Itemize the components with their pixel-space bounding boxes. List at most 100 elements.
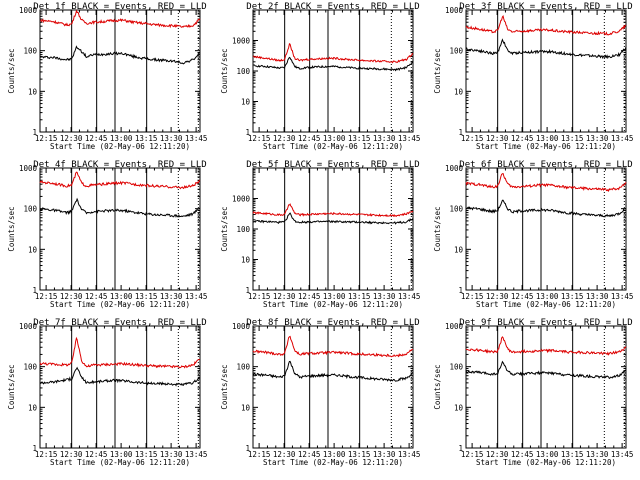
x-axis-label: Start Time (02-May-06 12:11:20) (50, 142, 190, 151)
x-axis-label: Start Time (02-May-06 12:11:20) (476, 458, 616, 467)
panel-det-1: Det 1f BLACK = Events, RED = LLD 1 10 100 10… (7, 2, 207, 151)
y-tick-label: 100 (449, 363, 463, 372)
y-tick-label: 1 (32, 444, 37, 453)
y-axis-label: Counts/sec (7, 48, 16, 93)
y-tick-label: 1 (458, 286, 463, 295)
lld-series-line (465, 173, 627, 193)
events-series-line (252, 360, 414, 382)
x-tick-label: 12:15 (248, 292, 271, 301)
y-tick-label: 100 (449, 205, 463, 214)
x-tick-label: 13:30 (373, 134, 396, 143)
x-tick-label: 13:30 (586, 292, 609, 301)
plot-frame (39, 167, 201, 291)
y-tick-label: 100 (236, 225, 250, 234)
x-tick-label: 13:15 (348, 450, 371, 459)
y-tick-label: 1000 (19, 6, 38, 15)
x-tick-label: 12:30 (273, 450, 296, 459)
x-tick-label: 13:45 (398, 292, 421, 301)
x-tick-label: 12:30 (60, 292, 83, 301)
x-tick-label: 13:00 (110, 134, 133, 143)
x-tick-label: 13:45 (611, 292, 634, 301)
panel-title: Det 6f BLACK = Events, RED = LLD (459, 160, 632, 170)
events-series-line (39, 45, 201, 65)
y-tick-label: 100 (23, 47, 37, 56)
y-tick-label: 1000 (232, 37, 251, 46)
events-series-line (465, 38, 627, 60)
x-tick-label: 13:00 (536, 450, 559, 459)
lld-series-line (252, 335, 414, 358)
y-axis-label: Counts/sec (433, 364, 442, 409)
x-tick-label: 13:00 (323, 134, 346, 143)
x-tick-label: 13:15 (561, 134, 584, 143)
x-axis-label: Start Time (02-May-06 12:11:20) (263, 300, 403, 309)
events-series-line (252, 212, 414, 225)
x-tick-label: 12:15 (461, 134, 484, 143)
x-tick-label: 12:30 (486, 450, 509, 459)
lld-series-line (252, 203, 414, 218)
panel-det-7: Det 7f BLACK = Events, RED = LLD 1 10 100 10… (7, 318, 207, 467)
x-tick-label: 12:45 (511, 450, 534, 459)
x-axis-label: Start Time (02-May-06 12:11:20) (476, 300, 616, 309)
plot-frame (252, 325, 414, 449)
plot-frame (465, 9, 627, 133)
x-tick-label: 13:00 (110, 292, 133, 301)
x-tick-label: 13:30 (373, 292, 396, 301)
lld-series-line (39, 9, 201, 29)
y-tick-label: 1000 (445, 322, 464, 331)
x-tick-label: 13:15 (348, 134, 371, 143)
y-axis-label: Counts/sec (220, 48, 229, 93)
x-tick-label: 13:15 (135, 450, 158, 459)
y-tick-label: 100 (236, 363, 250, 372)
x-tick-label: 12:45 (511, 134, 534, 143)
plot-frame (252, 167, 414, 291)
x-tick-label: 12:15 (248, 450, 271, 459)
y-tick-label: 1000 (232, 322, 251, 331)
y-tick-label: 100 (236, 67, 250, 76)
events-series-line (252, 56, 414, 72)
plot-frame (39, 325, 201, 449)
panel-title: Det 8f BLACK = Events, RED = LLD (246, 318, 419, 328)
panel-title: Det 1f BLACK = Events, RED = LLD (33, 2, 206, 12)
y-tick-label: 1 (245, 128, 250, 137)
y-tick-label: 1 (245, 286, 250, 295)
x-tick-label: 12:15 (461, 450, 484, 459)
x-tick-label: 12:15 (461, 292, 484, 301)
panel-det-2: Det 2f BLACK = Events, RED = LLD 1 10 100 10… (220, 2, 420, 151)
x-tick-label: 13:30 (160, 450, 183, 459)
x-tick-label: 12:30 (60, 134, 83, 143)
y-tick-label: 10 (454, 87, 464, 96)
x-tick-label: 12:15 (35, 134, 58, 143)
lld-series-line (465, 336, 627, 356)
y-tick-label: 100 (23, 363, 37, 372)
y-axis-label: Counts/sec (433, 48, 442, 93)
x-tick-label: 13:30 (160, 292, 183, 301)
y-axis-label: Counts/sec (7, 206, 16, 251)
y-tick-label: 10 (28, 87, 38, 96)
panel-title: Det 4f BLACK = Events, RED = LLD (33, 160, 206, 170)
x-axis-label: Start Time (02-May-06 12:11:20) (50, 300, 190, 309)
x-tick-label: 13:00 (323, 292, 346, 301)
x-tick-label: 12:45 (85, 292, 108, 301)
y-tick-label: 10 (241, 98, 251, 107)
y-tick-label: 1 (32, 286, 37, 295)
x-tick-label: 13:30 (586, 134, 609, 143)
y-tick-label: 100 (449, 47, 463, 56)
x-tick-label: 13:45 (398, 134, 421, 143)
panel-det-4: Det 4f BLACK = Events, RED = LLD 1 10 100 10… (7, 160, 207, 309)
x-tick-label: 12:45 (298, 134, 321, 143)
y-tick-label: 10 (28, 403, 38, 412)
x-tick-label: 12:45 (85, 450, 108, 459)
events-series-line (465, 360, 627, 380)
panel-det-6: Det 6f BLACK = Events, RED = LLD 1 10 100 10… (433, 160, 633, 309)
x-tick-label: 12:30 (60, 450, 83, 459)
x-tick-label: 13:15 (348, 292, 371, 301)
y-tick-label: 10 (454, 245, 464, 254)
events-series-line (39, 366, 201, 387)
y-tick-label: 1000 (445, 164, 464, 173)
x-tick-label: 13:30 (586, 450, 609, 459)
panel-title: Det 5f BLACK = Events, RED = LLD (246, 160, 419, 170)
lld-series-line (39, 336, 200, 369)
x-tick-label: 12:45 (85, 134, 108, 143)
y-tick-label: 1 (458, 444, 463, 453)
